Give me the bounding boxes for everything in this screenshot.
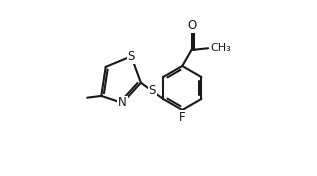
Text: F: F (179, 111, 185, 124)
Text: CH₃: CH₃ (211, 43, 232, 53)
Text: N: N (118, 96, 127, 109)
Text: S: S (148, 84, 156, 97)
Text: S: S (127, 50, 135, 63)
Text: O: O (187, 19, 196, 32)
